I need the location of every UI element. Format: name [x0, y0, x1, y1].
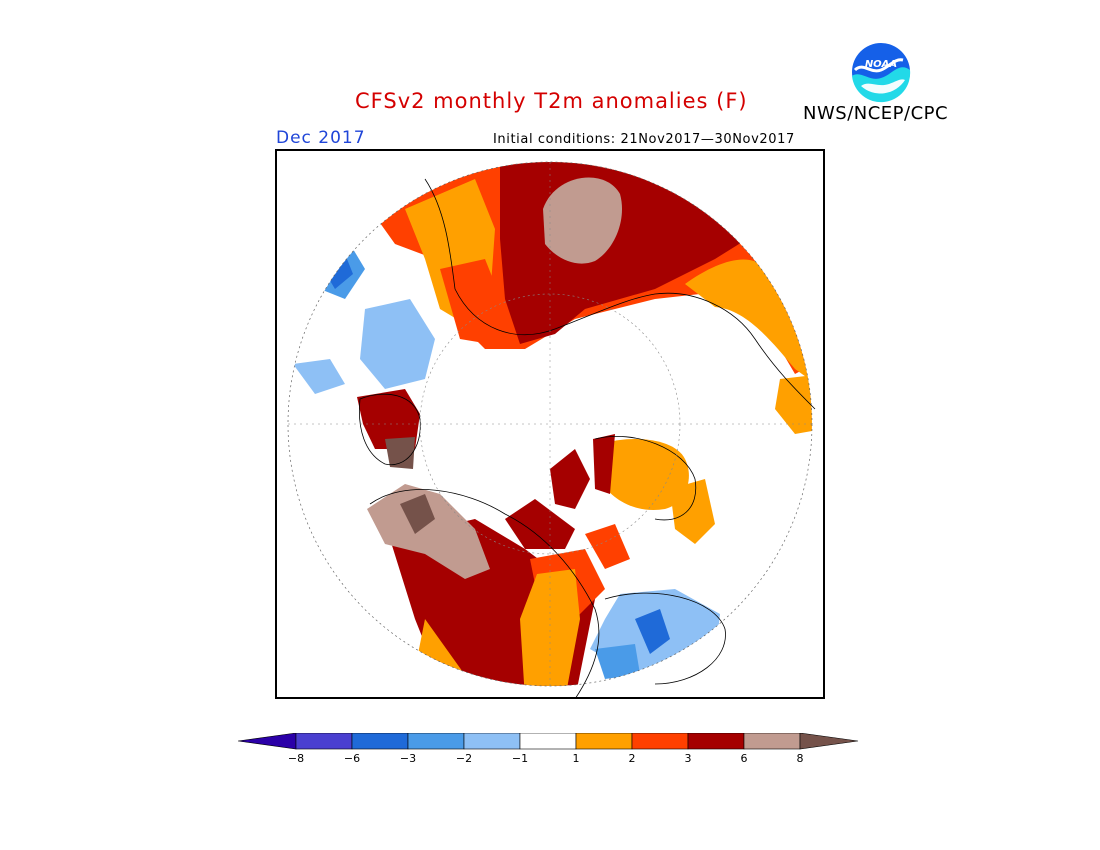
colorbar-bin — [295, 733, 353, 750]
warm-arctic-archipelago-west — [505, 499, 575, 549]
colorbar-bin-high-triangle — [799, 733, 859, 750]
colorbar-tick-label: −8 — [287, 752, 305, 765]
forecast-month: Dec 2017 — [276, 128, 366, 148]
colorbar-tick-label: 6 — [740, 752, 748, 765]
colorbar-bin — [407, 733, 465, 750]
colorbar-bin — [743, 733, 801, 750]
mild-warm-bering — [670, 479, 715, 544]
cool-anomaly-east-asia-core — [635, 609, 670, 654]
agency-label: NWS/NCEP/CPC — [803, 103, 949, 124]
noaa-logo: NOAA — [850, 41, 912, 103]
map-border — [275, 149, 825, 699]
colorbar-tick-label: −2 — [455, 752, 473, 765]
warm-bering-small — [585, 524, 630, 569]
initial-conditions-label: Initial conditions: 21Nov2017—30Nov2017 — [493, 132, 795, 147]
colorbar-bin-low-triangle — [238, 733, 297, 750]
warm-arctic-archipelago — [550, 449, 590, 509]
warm-europe-band — [440, 259, 505, 344]
noaa-logo-text: NOAA — [865, 59, 897, 70]
mild-warm-chukchi — [600, 439, 689, 510]
colorbar-bin — [463, 733, 521, 750]
cool-anomaly-europe-west — [360, 299, 435, 389]
colorbar-bin — [351, 733, 409, 750]
warm-peak-greenland-east — [385, 437, 415, 469]
cool-anomaly-east-asia-south — [595, 644, 640, 679]
coastline-north-america — [369, 489, 600, 699]
colorbar-tick-label: 1 — [572, 752, 580, 765]
anomaly-map — [275, 149, 825, 699]
coastlines — [359, 178, 816, 699]
warm-peak-canada-core — [400, 494, 435, 534]
coastline-greenland — [359, 393, 421, 466]
colorbar-bin — [687, 733, 745, 750]
colorbar-tick-label: −3 — [399, 752, 417, 765]
warm-chukchi-rim — [593, 434, 615, 494]
mild-warm-siberia-east — [685, 259, 812, 389]
map-title: CFSv2 monthly T2m anomalies (F) — [355, 89, 748, 113]
cool-anomaly-atlantic — [293, 359, 345, 394]
colorbar-tick-label: −6 — [343, 752, 361, 765]
colorbar-tick-label: 3 — [684, 752, 692, 765]
colorbar-tick-label: 8 — [796, 752, 804, 765]
colorbar-bin — [631, 733, 689, 750]
coastline-eurasia — [424, 178, 816, 410]
colorbar-tick-label: 2 — [628, 752, 636, 765]
mild-warm-hudson — [520, 569, 580, 686]
warm-peak-canada — [367, 484, 490, 579]
colorbar-tick-label: −1 — [511, 752, 529, 765]
warm-anomaly-siberia-peak — [543, 177, 623, 264]
colorbar-bin — [519, 733, 577, 750]
coastline-chukchi — [594, 436, 697, 521]
coastline-east-asia — [604, 592, 726, 685]
warm-anomaly-greenland-east — [357, 389, 420, 449]
colorbar — [238, 733, 859, 750]
colorbar-bin — [575, 733, 633, 750]
